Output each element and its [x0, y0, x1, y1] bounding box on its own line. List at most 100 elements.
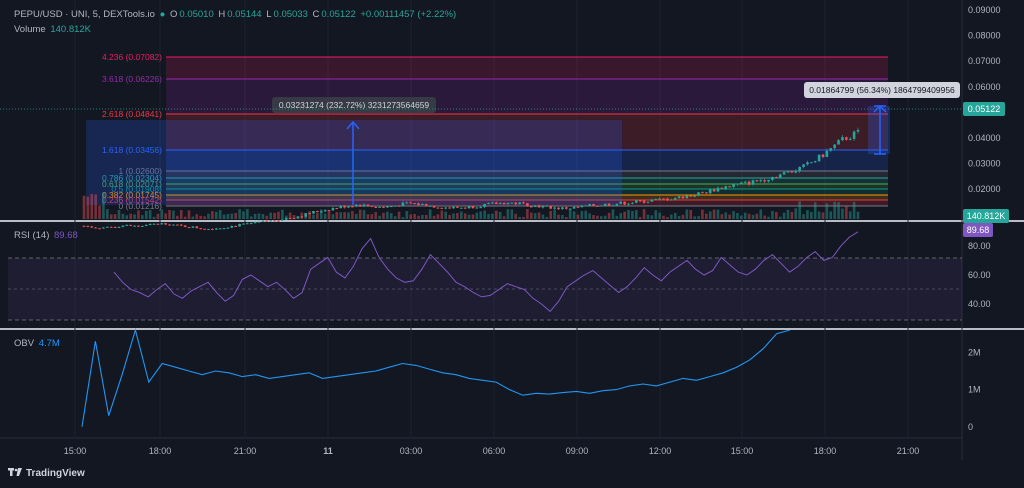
volume-bar — [806, 210, 809, 219]
candle-body — [168, 224, 171, 226]
candle-body — [102, 227, 105, 229]
volume-bar — [261, 214, 265, 219]
volume-bar — [522, 216, 525, 219]
volume-bar — [829, 211, 833, 219]
candle-body — [459, 207, 463, 209]
volume-bar — [133, 214, 136, 219]
volume-bar — [845, 206, 848, 219]
volume-bar — [576, 214, 580, 219]
volume-bar — [728, 214, 731, 219]
symbol-title[interactable]: PEPU/USD · UNI, 5, DEXTools.io — [14, 9, 155, 20]
volume-badge — [963, 209, 1009, 223]
time-tick: 21:00 — [897, 446, 920, 456]
candle-body — [113, 226, 117, 228]
candle-body — [829, 148, 833, 151]
symbol-header[interactable]: PEPU/USD · UNI, 5, DEXTools.io ● O 0.0501… — [14, 9, 458, 20]
rsi-tick: 40.00 — [968, 299, 991, 309]
candle-body — [786, 171, 790, 173]
volume-bar — [207, 213, 210, 219]
volume-legend[interactable]: Volume 140.812K — [14, 24, 93, 35]
volume-bar — [94, 194, 97, 219]
price-axis[interactable]: 0.090000.080000.070000.060000.050000.040… — [968, 5, 1001, 194]
volume-bar — [354, 213, 358, 219]
fib-zone — [166, 57, 888, 79]
fib-zone — [166, 171, 888, 178]
volume-bar — [463, 213, 467, 219]
candle-body — [751, 180, 755, 185]
volume-bar — [358, 209, 362, 219]
fib-level-label: 2.618 (0.04841) — [102, 109, 162, 119]
candle-body — [529, 206, 533, 208]
candle-body — [615, 203, 619, 206]
candle-body — [638, 200, 642, 202]
candle-body — [510, 202, 514, 204]
candle-body — [156, 223, 160, 225]
tradingview-logo[interactable]: TradingView — [8, 468, 85, 479]
candle-body — [689, 195, 693, 197]
open-value: 0.05010 — [179, 9, 214, 20]
volume-bar — [117, 209, 121, 219]
volume-bar — [366, 214, 370, 219]
price-range-measure-2[interactable]: 0.01864799 (56.34%) 1864799409956 — [804, 82, 960, 155]
candle-body — [106, 226, 109, 228]
volume-bar — [502, 216, 506, 219]
fib-level-label: 4.236 (0.07082) — [102, 52, 162, 62]
obv-tick: 2M — [968, 347, 981, 357]
candle-body — [362, 204, 366, 207]
candle-body — [603, 203, 607, 206]
fib-zone — [166, 200, 888, 206]
volume-bar — [86, 196, 90, 219]
fib-zone — [166, 184, 888, 189]
volume-bar — [308, 211, 311, 219]
volume-bar — [382, 212, 385, 219]
candle-body — [456, 206, 459, 208]
volume-bar — [191, 216, 195, 219]
volume-bar — [164, 213, 167, 219]
rsi-axis[interactable]: 80.00 60.00 40.00 — [968, 241, 991, 309]
time-axis[interactable]: 15:00 18:00 21:00 11 03:00 06:00 09:00 12:00 15:… — [64, 446, 920, 456]
volume-bar — [172, 210, 175, 219]
candle-body — [160, 223, 164, 225]
volume-bar — [211, 211, 214, 219]
volume-bar — [677, 216, 681, 219]
candle-body — [833, 144, 836, 149]
volume-bar — [810, 211, 813, 219]
candle-body — [152, 223, 156, 225]
candle-body — [117, 226, 121, 228]
candle-body — [82, 225, 86, 227]
candle-body — [588, 204, 591, 206]
price-range-measure-1[interactable]: 0.03231274 (232.72%) 3231273564659 — [86, 97, 622, 205]
candle-body — [494, 202, 498, 204]
volume-bar — [705, 213, 708, 219]
candle-body — [366, 204, 370, 206]
candle-body — [545, 205, 549, 207]
time-tick: 21:00 — [234, 446, 257, 456]
volume-bar — [148, 210, 152, 219]
candle-body — [502, 202, 506, 205]
candle-body — [354, 204, 358, 207]
candle-body — [339, 205, 343, 209]
volume-bar — [106, 209, 109, 219]
rsi-line[interactable] — [113, 231, 859, 313]
candle-body — [199, 228, 202, 230]
open-label: O — [170, 9, 178, 20]
candle-body — [463, 207, 467, 209]
volume-bar — [841, 208, 844, 219]
time-tick: 06:00 — [483, 446, 506, 456]
time-tick: 15:00 — [731, 446, 754, 456]
volume-bar — [712, 209, 716, 219]
obv-legend[interactable]: OBV 4.7M — [14, 338, 62, 349]
candle-body — [526, 203, 529, 207]
volume-bar — [452, 213, 455, 219]
candle-body — [304, 213, 307, 217]
grid — [74, 0, 909, 438]
measure-label-box — [804, 82, 960, 98]
obv-axis[interactable]: 2M 1M 0 — [968, 347, 981, 431]
rsi-legend[interactable]: RSI (14) 89.68 — [14, 230, 80, 241]
candle-body — [300, 216, 304, 218]
candle-body — [129, 224, 132, 226]
obv-line[interactable] — [81, 327, 791, 427]
volume-bar — [599, 216, 603, 219]
volume-bar — [740, 215, 743, 219]
